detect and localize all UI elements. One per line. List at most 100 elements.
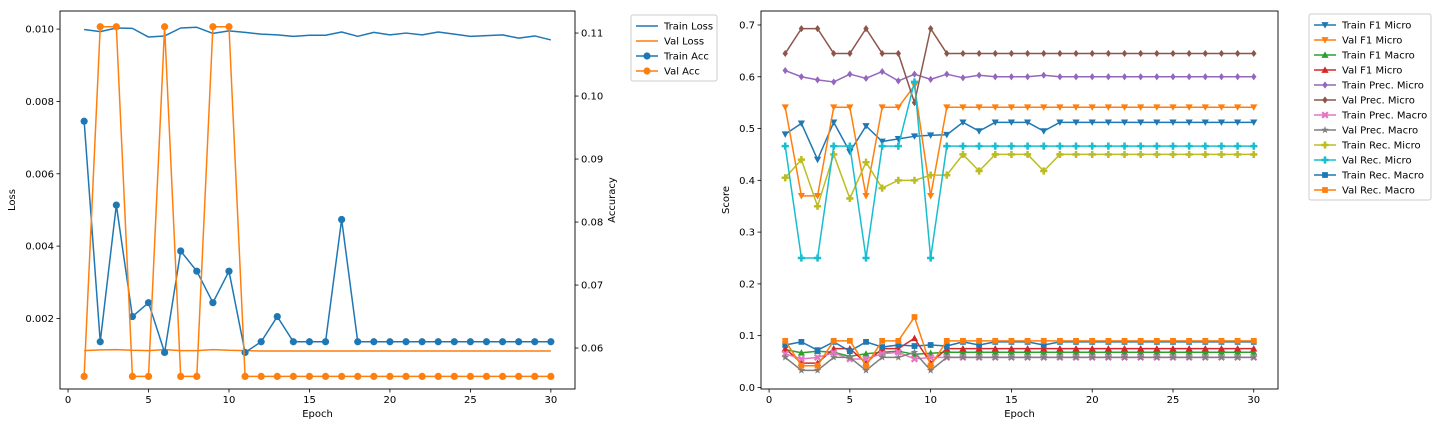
- data-point: [878, 142, 886, 150]
- data-point: [1007, 119, 1016, 126]
- legend-marker: [1322, 187, 1328, 193]
- data-point: [241, 372, 249, 380]
- data-point: [910, 78, 919, 86]
- data-point: [1250, 337, 1257, 344]
- data-point: [846, 348, 853, 355]
- data-point: [862, 192, 870, 200]
- data-point: [926, 366, 935, 374]
- data-point: [1234, 348, 1242, 356]
- data-point: [959, 142, 967, 150]
- legend-label: Train F1 Macro: [1341, 51, 1415, 62]
- data-point: [321, 372, 330, 380]
- data-point: [992, 337, 999, 344]
- data-point: [1073, 337, 1079, 344]
- data-point: [354, 372, 362, 380]
- data-point: [910, 355, 919, 363]
- data-point: [830, 142, 838, 150]
- data-point: [879, 67, 885, 76]
- data-point: [1169, 142, 1177, 150]
- data-point: [1217, 119, 1226, 126]
- legend-label: Train Prec. Macro: [1341, 111, 1427, 122]
- data-point: [1169, 345, 1177, 352]
- data-point: [1249, 353, 1258, 361]
- data-point: [927, 254, 935, 262]
- data-point: [878, 104, 886, 111]
- legend-item: Train Loss: [636, 22, 713, 33]
- data-point: [386, 372, 394, 380]
- data-point: [910, 334, 919, 342]
- data-point: [1217, 345, 1226, 352]
- data-point: [1057, 73, 1063, 81]
- data-point: [1039, 353, 1048, 361]
- legend-marker: [1321, 22, 1329, 29]
- data-point: [1251, 49, 1257, 58]
- series-val-f1-micro: [781, 82, 1258, 200]
- data-point: [878, 138, 886, 146]
- series-val-rec-macro: [782, 314, 1257, 369]
- legend-item: Train Prec. Macro: [1314, 111, 1427, 122]
- x-tick-label: 5: [847, 395, 853, 406]
- data-point: [1201, 104, 1209, 111]
- legend-item: Train Rec. Micro: [1314, 141, 1421, 152]
- data-point: [894, 348, 902, 356]
- data-point: [1250, 119, 1258, 126]
- data-point: [1040, 128, 1048, 135]
- data-point: [338, 215, 346, 224]
- data-point: [1250, 345, 1258, 352]
- data-point: [830, 337, 837, 344]
- data-point: [944, 49, 950, 58]
- data-point: [878, 353, 886, 361]
- data-point: [782, 49, 788, 58]
- data-point: [878, 184, 886, 192]
- data-point: [531, 372, 539, 380]
- data-point: [1153, 348, 1161, 356]
- legend-marker: [1322, 96, 1328, 104]
- data-point: [1153, 119, 1161, 126]
- data-point: [289, 372, 297, 380]
- data-point: [434, 338, 442, 346]
- data-point: [1041, 71, 1047, 79]
- legend-marker: [643, 67, 651, 75]
- data-point: [944, 70, 950, 78]
- data-point: [144, 299, 153, 307]
- legend-marker: [1321, 141, 1329, 149]
- data-point: [1024, 49, 1031, 58]
- legend-marker: [1321, 156, 1329, 164]
- data-point: [1202, 49, 1208, 58]
- legend-label: Train Rec. Macro: [1341, 171, 1424, 182]
- data-point: [943, 142, 951, 150]
- legend-item: Train Rec. Macro: [1314, 171, 1424, 182]
- legend-item: Train Acc: [636, 52, 709, 63]
- data-point: [814, 347, 821, 354]
- plot-area-right: [760, 10, 1279, 390]
- data-point: [1023, 348, 1032, 356]
- right-y-tick-label: 0.09: [581, 155, 603, 166]
- data-point: [1137, 119, 1145, 126]
- data-point: [1201, 150, 1209, 159]
- data-point: [161, 23, 169, 31]
- legend-item: Train Prec. Micro: [1314, 81, 1424, 92]
- data-point: [1120, 104, 1129, 111]
- data-point: [862, 158, 870, 166]
- data-point: [450, 372, 458, 380]
- data-point: [1250, 348, 1258, 356]
- data-point: [498, 338, 507, 346]
- data-point: [1120, 142, 1129, 150]
- right-ticks: 0 5 10 15 20 25 30 0.0 0.1 0.2 0.3 0.4 0.5 0.6 0.7: [739, 20, 1260, 406]
- data-point: [1202, 337, 1209, 344]
- series-line: [84, 348, 551, 352]
- data-point: [1234, 142, 1242, 150]
- data-point: [1137, 73, 1144, 81]
- data-point: [862, 366, 870, 374]
- data-point: [781, 345, 789, 352]
- data-point: [144, 372, 153, 380]
- data-point: [797, 156, 805, 164]
- legend-marker: [1321, 66, 1329, 73]
- legend-marker: [1322, 81, 1328, 89]
- data-point: [1153, 142, 1161, 150]
- legend-item: Val Acc: [636, 67, 700, 78]
- data-point: [1185, 353, 1193, 361]
- data-point: [289, 338, 297, 346]
- data-point: [879, 344, 886, 350]
- y-tick-label: 0.4: [739, 176, 755, 187]
